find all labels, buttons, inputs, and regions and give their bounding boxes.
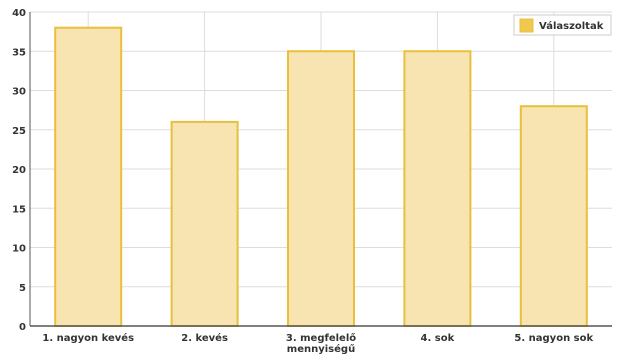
x-axis-ticks: 1. nagyon kevés 2. kevés 3. megfelelőmenny…: [42, 332, 593, 355]
x-tick-label: 2. kevés: [181, 332, 228, 344]
x-tick-label: 5. nagyon sok: [514, 333, 593, 344]
y-tick-label: 0: [19, 322, 26, 333]
x-tick-label: 3. megfelelő: [286, 332, 356, 344]
bar[interactable]: [519, 105, 588, 327]
legend-label: Válaszoltak: [539, 20, 604, 32]
bar[interactable]: [403, 50, 472, 327]
y-axis-ticks: 0 5 10 15 20 25 30 35 40: [12, 8, 26, 333]
bar[interactable]: [170, 120, 239, 328]
axes: [29, 12, 612, 327]
y-tick-label: 10: [12, 244, 26, 255]
legend-box: [513, 14, 612, 36]
x-tick-label: 4. sok: [421, 333, 455, 344]
legend-swatch: [519, 18, 534, 33]
y-tick-label: 25: [12, 126, 26, 137]
y-tick-label: 35: [12, 47, 26, 58]
x-tick-label: mennyiségű: [287, 343, 355, 355]
y-tick-label: 40: [12, 8, 26, 19]
x-tick-label: 1. nagyon kevés: [42, 332, 134, 344]
y-tick-label: 20: [12, 165, 26, 176]
bar[interactable]: [287, 50, 355, 327]
legend[interactable]: Válaszoltak: [513, 14, 612, 36]
bar[interactable]: [54, 26, 123, 327]
y-tick-label: 5: [19, 283, 26, 294]
bars: [54, 26, 588, 328]
y-tick-label: 15: [12, 204, 26, 215]
y-tick-label: 30: [12, 87, 26, 98]
